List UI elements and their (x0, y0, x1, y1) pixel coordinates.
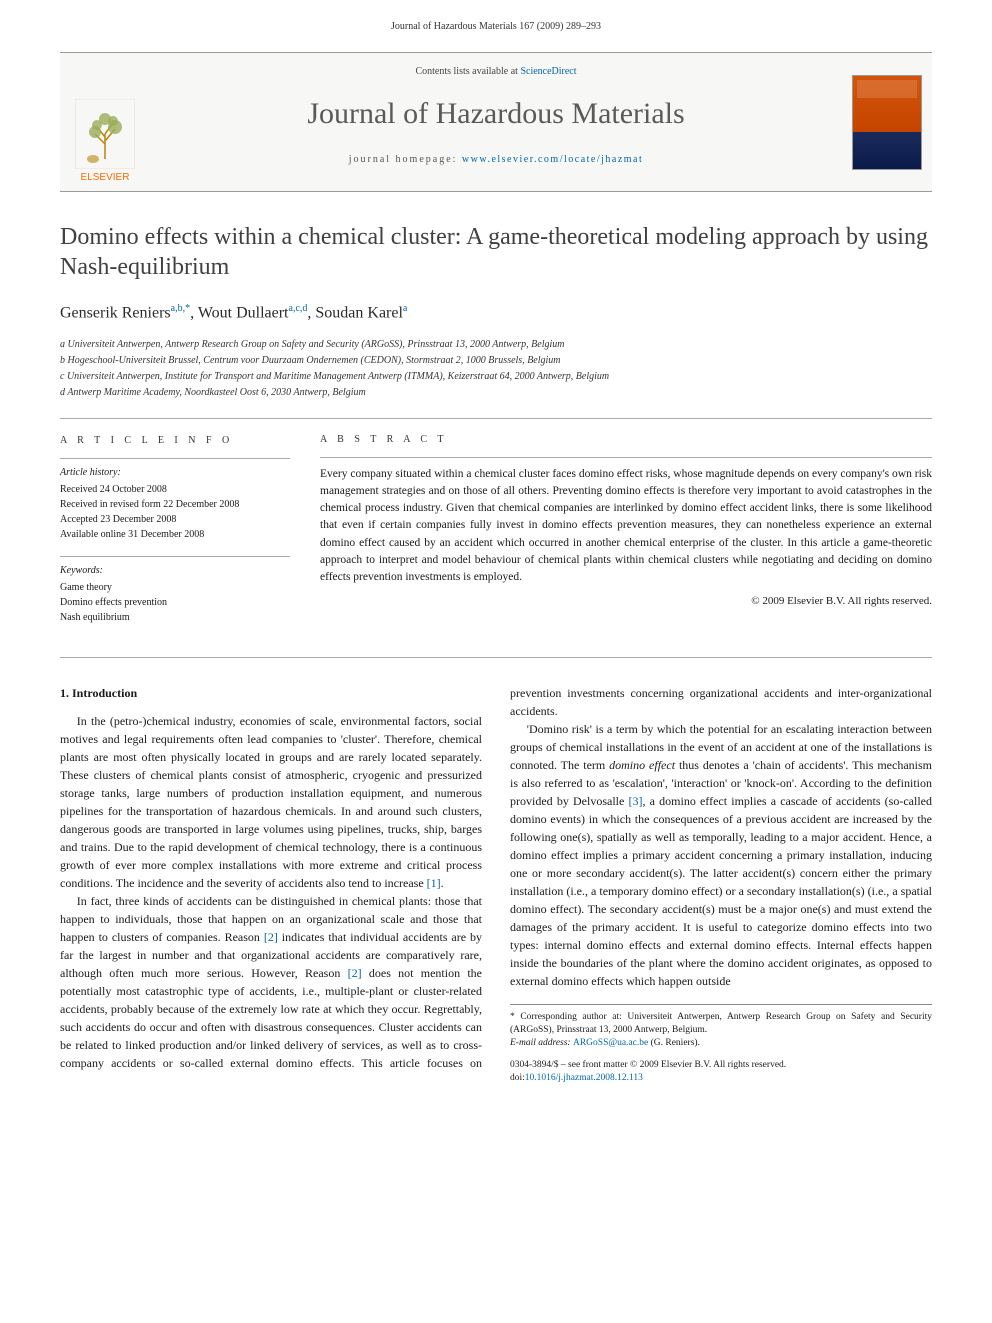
p1-end: . (441, 876, 444, 890)
abstract-copyright: © 2009 Elsevier B.V. All rights reserved… (320, 594, 932, 609)
affiliation-a: a Universiteit Antwerpen, Antwerp Resear… (60, 337, 932, 352)
affiliations: a Universiteit Antwerpen, Antwerp Resear… (60, 337, 932, 400)
abstract-heading: A B S T R A C T (320, 433, 932, 447)
footnotes: * Corresponding author at: Universiteit … (510, 1004, 932, 1051)
author-3: Soudan Karel (315, 304, 403, 321)
publisher-tree-icon (75, 99, 135, 169)
history-online: Available online 31 December 2008 (60, 527, 290, 542)
keyword-3: Nash equilibrium (60, 610, 290, 625)
keyword-1: Game theory (60, 580, 290, 595)
affiliation-c: c Universiteit Antwerpen, Institute for … (60, 369, 932, 384)
paragraph-3: 'Domino risk' is a term by which the pot… (510, 720, 932, 990)
homepage-link[interactable]: www.elsevier.com/locate/jhazmat (462, 154, 643, 165)
issn-line: 0304-3894/$ – see front matter © 2009 El… (510, 1059, 932, 1072)
sciencedirect-link[interactable]: ScienceDirect (520, 66, 576, 77)
keywords-block: Keywords: Game theory Domino effects pre… (60, 556, 290, 625)
author-3-affil: a (403, 303, 407, 314)
email-label: E-mail address: (510, 1038, 573, 1048)
authors-line: Genserik Reniersa,b,*, Wout Dullaerta,c,… (60, 302, 932, 325)
author-1-affil: a,b, (171, 303, 185, 314)
affiliation-b: b Hogeschool-Universiteit Brussel, Centr… (60, 353, 932, 368)
ref-link-1[interactable]: [1] (427, 876, 441, 890)
publisher-name: ELSEVIER (81, 171, 130, 185)
p3-em: domino effect (609, 758, 675, 772)
history-accepted: Accepted 23 December 2008 (60, 512, 290, 527)
journal-cover-thumbnail (852, 75, 922, 170)
corr-text: Corresponding author at: Universiteit An… (510, 1012, 932, 1035)
author-1: Genserik Reniers (60, 304, 171, 321)
article-title: Domino effects within a chemical cluster… (60, 222, 932, 282)
doi-link[interactable]: 10.1016/j.jhazmat.2008.12.113 (525, 1073, 643, 1083)
affiliation-d: d Antwerp Maritime Academy, Noordkasteel… (60, 385, 932, 400)
contents-line: Contents lists available at ScienceDirec… (150, 65, 842, 79)
corresponding-footnote: * Corresponding author at: Universiteit … (510, 1011, 932, 1038)
doi-line: doi:10.1016/j.jhazmat.2008.12.113 (510, 1072, 932, 1085)
article-info: A R T I C L E I N F O Article history: R… (60, 433, 290, 639)
doi-label: doi: (510, 1073, 525, 1083)
homepage-line: journal homepage: www.elsevier.com/locat… (150, 153, 842, 167)
body-columns: 1. Introduction In the (petro-)chemical … (60, 684, 932, 1085)
author-2-affil: a,c,d (289, 303, 308, 314)
masthead: ELSEVIER Contents lists available at Sci… (60, 52, 932, 192)
history-block: Article history: Received 24 October 200… (60, 458, 290, 542)
ref-link-3[interactable]: [3] (628, 794, 642, 808)
footer-block: 0304-3894/$ – see front matter © 2009 El… (510, 1059, 932, 1086)
journal-name: Journal of Hazardous Materials (150, 93, 842, 135)
paragraph-1: In the (petro-)chemical industry, econom… (60, 712, 482, 892)
article-info-heading: A R T I C L E I N F O (60, 433, 290, 448)
author-2: Wout Dullaert (198, 304, 289, 321)
history-label: Article history: (60, 465, 290, 480)
email-footnote: E-mail address: ARGoSS@ua.ac.be (G. Reni… (510, 1037, 932, 1050)
email-suffix: (G. Reniers). (648, 1038, 700, 1048)
p1-text: In the (petro-)chemical industry, econom… (60, 714, 482, 890)
keyword-2: Domino effects prevention (60, 595, 290, 610)
info-abstract-row: A R T I C L E I N F O Article history: R… (60, 418, 932, 658)
abstract-text: Every company situated within a chemical… (320, 466, 932, 587)
ref-link-2b[interactable]: [2] (348, 966, 362, 980)
publisher-block: ELSEVIER (60, 53, 150, 191)
author-sep: , (190, 304, 198, 321)
p3c-text: , a domino effect implies a cascade of a… (510, 794, 932, 988)
ref-link-2[interactable]: [2] (264, 930, 278, 944)
email-link[interactable]: ARGoSS@ua.ac.be (573, 1038, 648, 1048)
masthead-cover (842, 53, 932, 191)
contents-pre: Contents lists available at (415, 66, 520, 77)
history-revised: Received in revised form 22 December 200… (60, 497, 290, 512)
homepage-pre: journal homepage: (349, 154, 462, 165)
running-header: Journal of Hazardous Materials 167 (2009… (60, 20, 932, 34)
masthead-center: Contents lists available at ScienceDirec… (150, 53, 842, 191)
history-received: Received 24 October 2008 (60, 482, 290, 497)
abstract-column: A B S T R A C T Every company situated w… (320, 433, 932, 639)
keywords-label: Keywords: (60, 563, 290, 578)
section-1-heading: 1. Introduction (60, 684, 482, 702)
